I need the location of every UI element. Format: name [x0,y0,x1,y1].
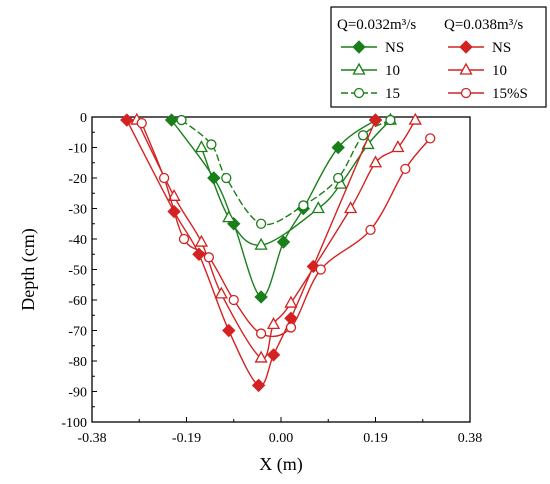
y-tick-label: -50 [68,264,87,279]
y-tick-label: 0 [80,111,87,126]
data-point [254,237,268,250]
data-point [136,117,147,129]
legend-header: Q=0.032m³/s [337,17,416,33]
data-point [285,322,297,333]
data-point [228,294,239,306]
data-point [178,233,190,245]
data-point [194,234,209,247]
data-point [266,348,281,362]
data-point [385,114,396,126]
legend-box [330,6,547,108]
data-point [368,155,383,168]
y-axis-label: Depth (cm) [18,228,39,310]
data-point [203,252,215,263]
data-point [221,172,232,184]
legend-marker [460,87,472,99]
data-point [400,163,411,175]
data-point [284,295,298,308]
y-tick-label: -40 [68,233,87,248]
data-point [120,113,134,127]
y-tick-label: -60 [68,294,87,309]
data-point [333,172,344,184]
y-tick-label: -80 [68,355,87,370]
legend-marker [459,40,473,54]
data-point [176,114,187,126]
data-point [276,235,291,249]
data-point [408,112,422,125]
y-tick-label: -30 [68,203,87,218]
data-point [315,264,326,275]
series-1 [194,112,398,250]
series-5 [136,117,436,339]
x-tick-label: 0.38 [458,431,483,446]
data-point [222,210,236,223]
data-point [158,172,170,184]
data-point [266,317,281,330]
legend-marker [352,40,366,54]
data-point [255,328,267,339]
x-tick-label: -0.38 [77,431,106,446]
data-point [298,200,309,211]
legend-marker [459,62,473,75]
y-tick-label: -20 [68,172,87,187]
y-tick-label: -10 [68,142,87,157]
data-point [357,130,369,141]
series-4 [130,112,422,363]
legend-header: Q=0.038m³/s [444,17,523,33]
series-2 [176,114,396,229]
data-point [164,113,179,127]
data-point [251,378,266,393]
x-tick-label: 0.19 [363,431,388,446]
data-point [167,188,181,201]
legend-marker [353,87,365,99]
data-point [425,133,436,144]
legend-label: NS [385,40,404,56]
data-point [254,350,268,363]
y-tick-label: -70 [68,325,87,340]
data-point [214,286,228,299]
legend-label: NS [492,40,511,56]
legend-marker [352,62,366,75]
y-tick-label: -100 [61,416,87,431]
data-point [391,140,405,153]
data-point [368,113,383,127]
series-3 [120,113,383,393]
data-point [344,201,358,214]
data-point [206,139,217,150]
legend-label: 10 [492,63,507,79]
x-axis-label: X (m) [259,454,303,475]
data-point [311,201,325,214]
data-point [254,290,268,304]
legend-label: 15%S [492,86,528,102]
data-point [365,224,376,236]
x-tick-label: 0.00 [269,431,294,446]
data-point [255,218,267,229]
data-point [194,140,209,153]
y-tick-label: -90 [68,386,87,401]
legend-label: 15 [385,86,400,102]
legend: Q=0.032m³/s Q=0.038m³/s NS 10 15 NS 10 15%S [337,17,528,102]
data-point [222,323,236,338]
data-point [331,140,345,155]
x-tick-label: -0.19 [172,431,201,446]
legend-label: 10 [385,63,400,79]
